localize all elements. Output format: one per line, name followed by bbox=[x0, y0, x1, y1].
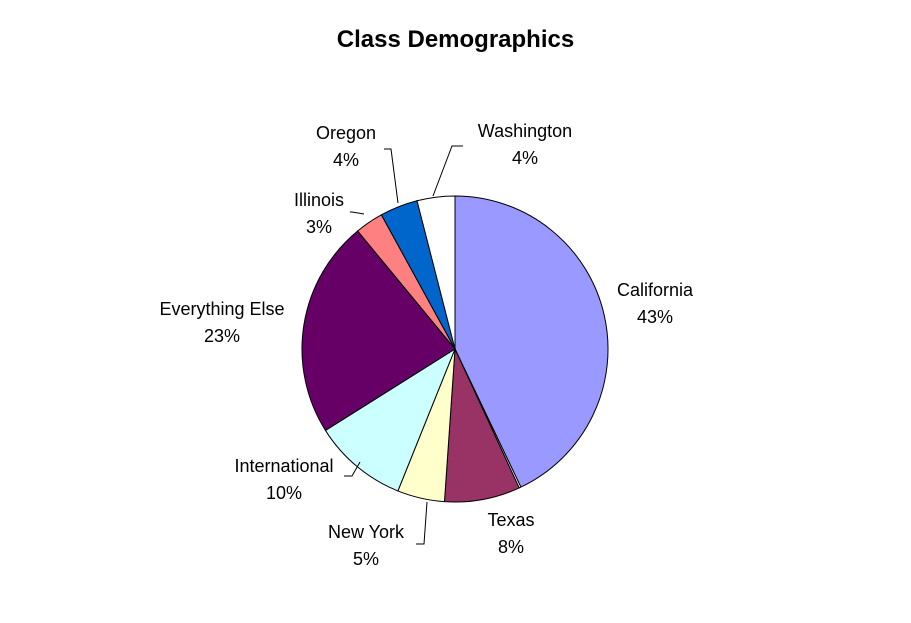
label-california: California 43% bbox=[617, 277, 693, 331]
label-washington: Washington 4% bbox=[478, 118, 572, 172]
pie-slice-international bbox=[324, 347, 457, 492]
label-washington-pct: 4% bbox=[511, 148, 539, 168]
label-texas-name: Texas bbox=[487, 510, 535, 530]
label-international-pct: 10% bbox=[265, 483, 303, 503]
pie-slice-everything-else bbox=[301, 230, 456, 432]
label-texas-pct: 8% bbox=[497, 537, 524, 557]
label-international: International 10% bbox=[234, 453, 333, 507]
leader-lines bbox=[344, 145, 463, 545]
label-new-york: New York 5% bbox=[328, 519, 404, 573]
label-new-york-name: New York bbox=[327, 522, 405, 542]
label-california-pct: 43% bbox=[636, 307, 674, 327]
label-washington-name: Washington bbox=[477, 121, 573, 141]
pie-slices bbox=[301, 195, 609, 503]
label-illinois-pct: 3% bbox=[305, 217, 332, 237]
label-international-name: International bbox=[234, 456, 334, 476]
label-california-name: California bbox=[616, 280, 694, 300]
chart-title: Class Demographics bbox=[336, 26, 575, 53]
leader-line-oregon bbox=[384, 148, 399, 204]
pie-slice-washington bbox=[416, 195, 456, 350]
label-oregon: Oregon 4% bbox=[316, 120, 376, 174]
label-oregon-name: Oregon bbox=[315, 123, 377, 143]
pie-slice-california bbox=[454, 195, 609, 488]
leader-line-washington bbox=[432, 145, 463, 197]
label-illinois: Illinois 3% bbox=[294, 187, 344, 241]
label-oregon-pct: 4% bbox=[332, 150, 360, 170]
label-illinois-name: Illinois bbox=[293, 190, 345, 210]
label-everything-else: Everything Else 23% bbox=[159, 296, 284, 350]
leader-line-international bbox=[344, 461, 361, 477]
leader-line-new-york bbox=[416, 501, 428, 545]
leader-line-illinois bbox=[350, 211, 365, 215]
label-texas: Texas 8% bbox=[487, 507, 534, 561]
label-everything-else-pct: 23% bbox=[203, 326, 241, 346]
label-new-york-pct: 5% bbox=[352, 549, 380, 569]
label-everything-else-name: Everything Else bbox=[159, 299, 285, 319]
